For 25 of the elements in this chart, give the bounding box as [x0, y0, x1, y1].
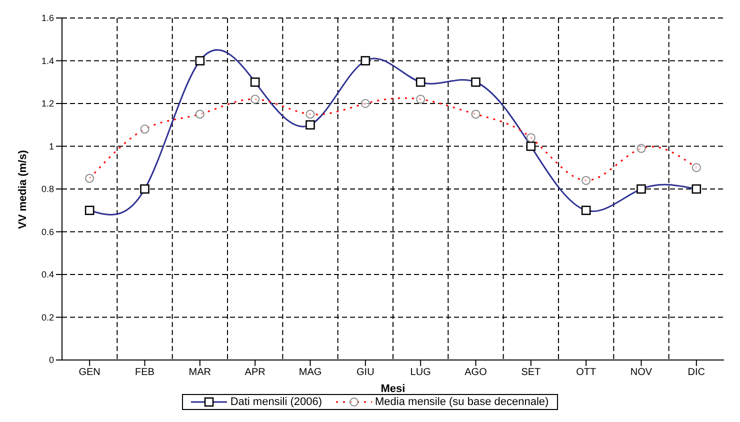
- y-tick-label: 0: [48, 355, 54, 366]
- legend-label: Dati mensili (2006): [230, 396, 322, 408]
- y-tick-label: 0.4: [41, 270, 54, 280]
- y-tick-label: 1.6: [41, 13, 54, 24]
- y-tick-label: 1: [48, 141, 54, 152]
- legend-label: Media mensile (su base decennale): [375, 396, 549, 408]
- x-tick-label: DIC: [688, 367, 706, 378]
- x-tick-label: MAR: [188, 367, 212, 378]
- x-tick-label: MAG: [298, 367, 322, 378]
- x-tick-label: GEN: [78, 367, 100, 378]
- y-tick-label: 0.6: [41, 226, 54, 237]
- x-tick-label: GIU: [356, 367, 374, 378]
- y-tick-label: 0.2: [41, 312, 54, 322]
- y-tick-label: 1.2: [41, 98, 54, 109]
- x-axis-title: Mesi: [380, 383, 406, 395]
- x-tick-label: NOV: [630, 367, 652, 378]
- y-tick-label: 0.8: [41, 184, 54, 194]
- x-tick-label: APR: [244, 367, 266, 378]
- x-tick-label: FEB: [135, 367, 155, 378]
- x-tick-label: LUG: [410, 367, 432, 378]
- y-tick-label: 1.4: [41, 56, 54, 66]
- y-axis-title: VV media (m/s): [16, 150, 29, 229]
- x-tick-label: OTT: [576, 367, 596, 378]
- x-tick-label: SET: [521, 367, 541, 378]
- x-tick-label: AGO: [464, 367, 488, 378]
